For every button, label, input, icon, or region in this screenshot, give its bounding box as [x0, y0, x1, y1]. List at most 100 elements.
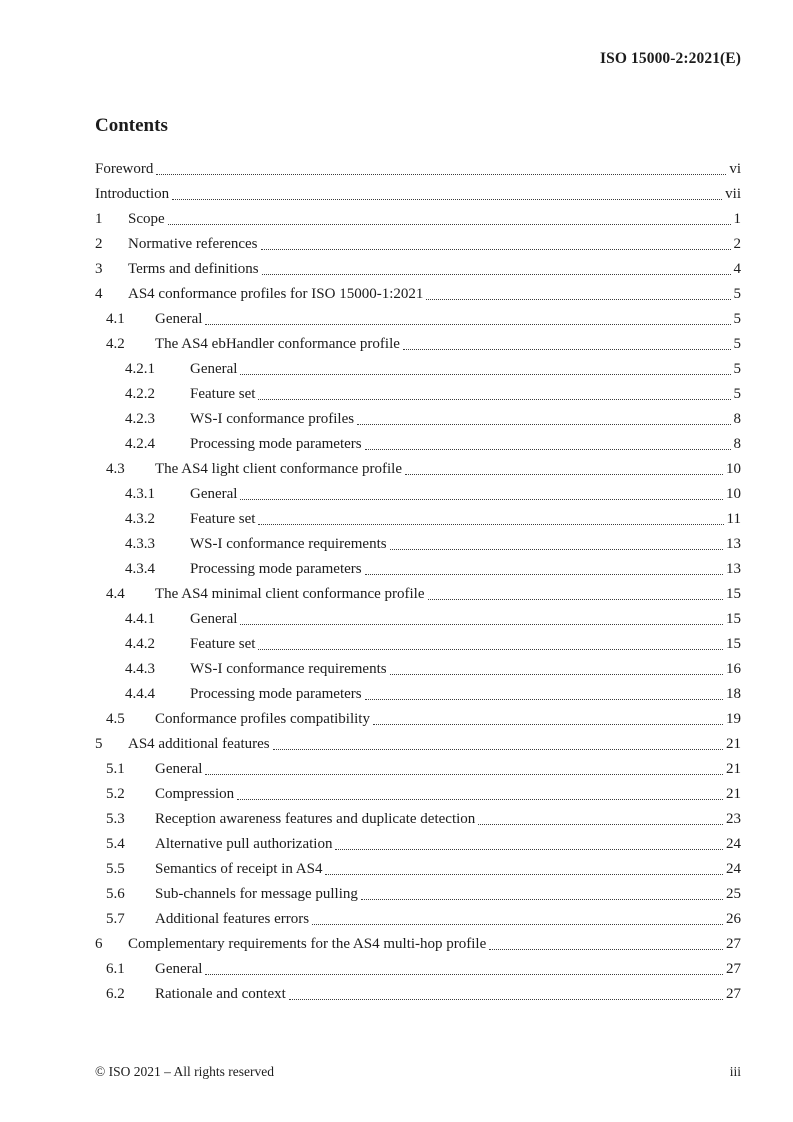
toc-leader-dots [156, 174, 727, 175]
toc-entry[interactable]: 4.3.1 General 10 [95, 479, 741, 504]
toc-entry[interactable]: 4.4.2 Feature set 15 [95, 629, 741, 654]
toc-entry[interactable]: 5 AS4 additional features 21 [95, 729, 741, 754]
toc-entry[interactable]: 4.2.3 WS-I conformance profiles 8 [95, 404, 741, 429]
toc-entry[interactable]: 6.1 General 27 [95, 954, 741, 979]
toc-entry[interactable]: 4.4.3 WS-I conformance requirements 16 [95, 654, 741, 679]
toc-entry-number: 4.4 [106, 586, 125, 602]
toc-leader-dots [312, 924, 723, 925]
toc-entry[interactable]: Foreword vi [95, 154, 741, 179]
toc-entry-page: 26 [726, 911, 741, 927]
toc-entry-label: Reception awareness features and duplica… [155, 811, 476, 827]
toc-entry-label: Alternative pull authorization [155, 836, 333, 852]
toc-entry-page: 5 [733, 361, 742, 377]
toc-entry-label: General [155, 311, 203, 327]
toc-entry-number: 5.2 [106, 786, 125, 802]
toc-leader-dots [426, 299, 731, 300]
toc-leader-dots [258, 649, 723, 650]
toc-entry[interactable]: 3 Terms and definitions 4 [95, 254, 741, 279]
toc-entry-number: 4.5 [106, 711, 125, 727]
toc-entry-page: 10 [726, 461, 741, 477]
toc-entry[interactable]: 4.2.2 Feature set 5 [95, 379, 741, 404]
toc-leader-dots [205, 974, 723, 975]
toc-entry-number: 5.5 [106, 861, 125, 877]
toc-entry-page: 8 [733, 411, 742, 427]
toc-entry-label: Introduction [95, 186, 170, 202]
toc-entry[interactable]: 4.2.4 Processing mode parameters 8 [95, 429, 741, 454]
toc-entry-label: The AS4 minimal client conformance profi… [155, 586, 425, 602]
toc-entry[interactable]: 5.1 General 21 [95, 754, 741, 779]
toc-entry-number: 4.3.3 [125, 536, 155, 552]
toc-entry[interactable]: 1 Scope 1 [95, 204, 741, 229]
toc-entry[interactable]: 4.2 The AS4 ebHandler conformance profil… [95, 329, 741, 354]
toc-entry-page: 5 [733, 386, 742, 402]
toc-entry-label: Feature set [190, 386, 256, 402]
toc-entry[interactable]: 5.6 Sub-channels for message pulling 25 [95, 879, 741, 904]
toc-entry-number: 6.1 [106, 961, 125, 977]
toc-entry[interactable]: 4.4.4 Processing mode parameters 18 [95, 679, 741, 704]
toc-entry[interactable]: 4.3.2 Feature set 11 [95, 504, 741, 529]
toc-entry-number: 6.2 [106, 986, 125, 1002]
toc-entry-page: 2 [733, 236, 742, 252]
toc-entry[interactable]: 4 AS4 conformance profiles for ISO 15000… [95, 279, 741, 304]
toc-entry[interactable]: 5.2 Compression 21 [95, 779, 741, 804]
toc-entry-page: 10 [726, 486, 741, 502]
toc-entry-number: 4.3 [106, 461, 125, 477]
toc-entry[interactable]: 6.2 Rationale and context 27 [95, 979, 741, 1004]
toc-entry-page: 13 [726, 536, 741, 552]
toc-leader-dots [258, 524, 724, 525]
toc-entry[interactable]: 4.4 The AS4 minimal client conformance p… [95, 579, 741, 604]
toc-entry[interactable]: Introduction vii [95, 179, 741, 204]
toc-entry[interactable]: 5.7 Additional features errors 26 [95, 904, 741, 929]
toc-entry-page: 23 [726, 811, 741, 827]
toc-leader-dots [172, 199, 723, 200]
toc-leader-dots [389, 549, 723, 550]
toc-entry[interactable]: 4.3 The AS4 light client conformance pro… [95, 454, 741, 479]
toc-entry-number: 4.4.2 [125, 636, 155, 652]
toc-entry[interactable]: 2 Normative references 2 [95, 229, 741, 254]
toc-entry-label: Normative references [128, 236, 258, 252]
toc-leader-dots [240, 374, 731, 375]
toc-entry-number: 5 [95, 736, 103, 752]
toc-leader-dots [372, 724, 723, 725]
toc-entry-page: 15 [726, 586, 741, 602]
toc-entry-number: 2 [95, 236, 103, 252]
toc-leader-dots [325, 874, 723, 875]
toc-entry-number: 5.3 [106, 811, 125, 827]
toc-entry[interactable]: 4.5 Conformance profiles compatibility 1… [95, 704, 741, 729]
toc-entry[interactable]: 4.1 General 5 [95, 304, 741, 329]
toc-leader-dots [364, 449, 731, 450]
toc-entry[interactable]: 5.3 Reception awareness features and dup… [95, 804, 741, 829]
toc-leader-dots [364, 699, 723, 700]
toc-entry-label: Sub-channels for message pulling [155, 886, 358, 902]
toc-entry-number: 4.4.4 [125, 686, 155, 702]
toc-leader-dots [237, 799, 723, 800]
toc-leader-dots [288, 999, 723, 1000]
toc-entry-number: 6 [95, 936, 103, 952]
toc-leader-dots [240, 499, 723, 500]
toc-leader-dots [240, 624, 723, 625]
toc-entry-label: Complementary requirements for the AS4 m… [128, 936, 487, 952]
toc-entry[interactable]: 4.2.1 General 5 [95, 354, 741, 379]
toc-leader-dots [402, 349, 731, 350]
toc-entry-number: 3 [95, 261, 103, 277]
toc-entry-number: 4.3.2 [125, 511, 155, 527]
toc-entry[interactable]: 4.4.1 General 15 [95, 604, 741, 629]
toc-entry-label: Processing mode parameters [190, 436, 362, 452]
toc-leader-dots [405, 474, 723, 475]
toc-entry[interactable]: 5.4 Alternative pull authorization 24 [95, 829, 741, 854]
toc-leader-dots [389, 674, 723, 675]
toc-entry[interactable]: 4.3.3 WS-I conformance requirements 13 [95, 529, 741, 554]
toc-entry-number: 5.1 [106, 761, 125, 777]
toc-entry[interactable]: 5.5 Semantics of receipt in AS4 24 [95, 854, 741, 879]
toc-entry-number: 4.3.4 [125, 561, 155, 577]
toc-entry-number: 4.4.1 [125, 611, 155, 627]
toc-entry-label: General [190, 486, 238, 502]
contents-heading: Contents [95, 115, 168, 136]
toc-leader-dots [258, 399, 731, 400]
toc-entry[interactable]: 6 Complementary requirements for the AS4… [95, 929, 741, 954]
toc-entry-page: 4 [733, 261, 742, 277]
toc-entry[interactable]: 4.3.4 Processing mode parameters 13 [95, 554, 741, 579]
toc-entry-page: 19 [726, 711, 741, 727]
toc-entry-page: vi [729, 161, 741, 177]
